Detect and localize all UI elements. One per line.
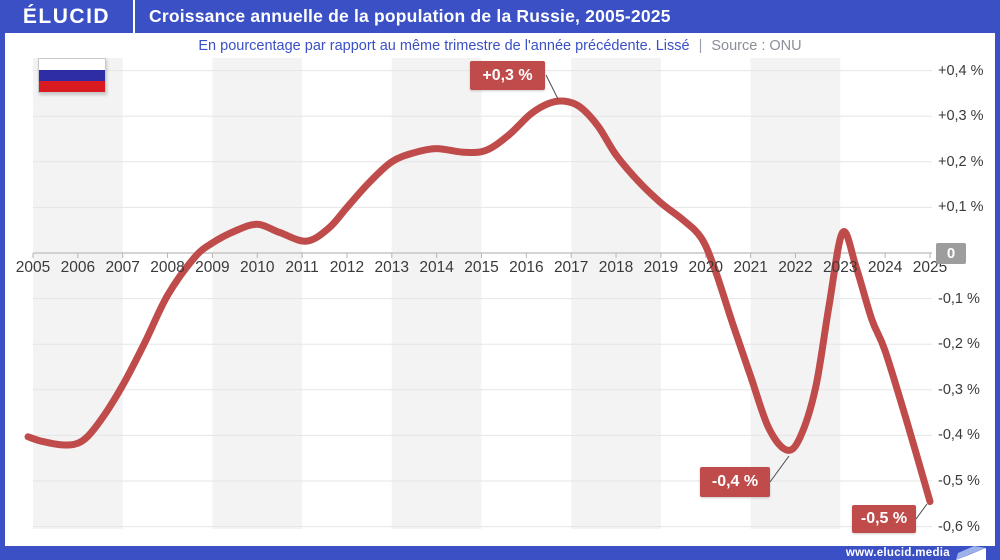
annotation-connector [769, 455, 790, 483]
x-axis-label: 2018 [598, 259, 634, 276]
frame-border-right [995, 33, 1000, 546]
x-axis-label: 2006 [60, 259, 96, 276]
chart-title: Croissance annuelle de la population de … [149, 6, 671, 26]
x-axis-label: 2022 [778, 259, 813, 276]
x-axis-label: 2014 [419, 259, 454, 276]
header-divider [133, 0, 135, 33]
flag-stripe-blue [39, 70, 105, 81]
x-axis-label: 2019 [643, 259, 679, 276]
flag-stripe-red [39, 81, 105, 92]
y-axis-label: -0,4 % [938, 427, 980, 444]
year-band [212, 58, 303, 529]
x-axis-label: 2015 [464, 259, 499, 276]
x-axis-label: 2021 [733, 259, 768, 276]
annotation-label: +0,3 % [470, 61, 545, 90]
year-band [571, 58, 661, 529]
source-label: Source : ONU [711, 37, 802, 54]
x-axis-label: 2023 [823, 259, 858, 276]
y-axis-label: +0,4 % [938, 62, 984, 79]
russia-flag-icon [38, 58, 106, 93]
y-axis-label: -0,6 % [938, 518, 980, 535]
elucid-flag-icon [956, 545, 986, 560]
data-line-series [24, 97, 934, 506]
x-axis-label: 2010 [240, 259, 275, 276]
annotation-label: -0,5 % [852, 505, 916, 533]
subtitle-row: En pourcentage par rapport au même trime… [0, 33, 1000, 58]
x-axis-label: 2017 [553, 259, 589, 276]
frame-border-left [0, 33, 5, 546]
annotation-label: -0,4 % [700, 467, 770, 497]
year-band [391, 58, 482, 529]
y-axis-label: -0,5 % [938, 473, 980, 489]
x-axis-label: 2012 [329, 259, 365, 276]
y-axis-label: -0,3 % [938, 381, 980, 398]
footer-bar: www.elucid.media [0, 545, 1000, 560]
y-axis-label: +0,3 % [938, 108, 984, 125]
annotation-connector [545, 74, 559, 100]
y-axis-label: +0,1 % [938, 199, 984, 216]
x-axis-label: 2007 [105, 259, 140, 276]
chart-subtitle: En pourcentage par rapport au même trime… [198, 37, 690, 54]
year-band [750, 58, 841, 529]
elucid-logo: ÉLUCID [22, 4, 111, 28]
y-axis-label: -0,1 % [938, 290, 980, 307]
year-band [33, 58, 123, 529]
annotation-connector [915, 503, 928, 520]
x-axis-label: 2005 [15, 259, 51, 276]
zero-badge: 0 [936, 242, 966, 264]
x-axis-label: 2013 [374, 259, 410, 276]
y-axis-label: -0,2 % [938, 336, 980, 353]
website-link[interactable]: www.elucid.media [845, 547, 950, 559]
x-axis-label: 2016 [509, 259, 544, 276]
x-axis-label: 2020 [688, 259, 723, 276]
subtitle-separator: | [698, 37, 703, 54]
x-axis-label: 2009 [195, 259, 230, 276]
flag-stripe-white [39, 59, 105, 70]
x-axis-label: 2008 [150, 259, 185, 276]
x-axis-label: 2011 [285, 259, 319, 276]
x-axis-label: 2024 [867, 259, 903, 276]
y-axis-label: +0,2 % [938, 153, 984, 170]
header-bar: ÉLUCID Croissance annuelle de la populat… [0, 0, 1000, 33]
